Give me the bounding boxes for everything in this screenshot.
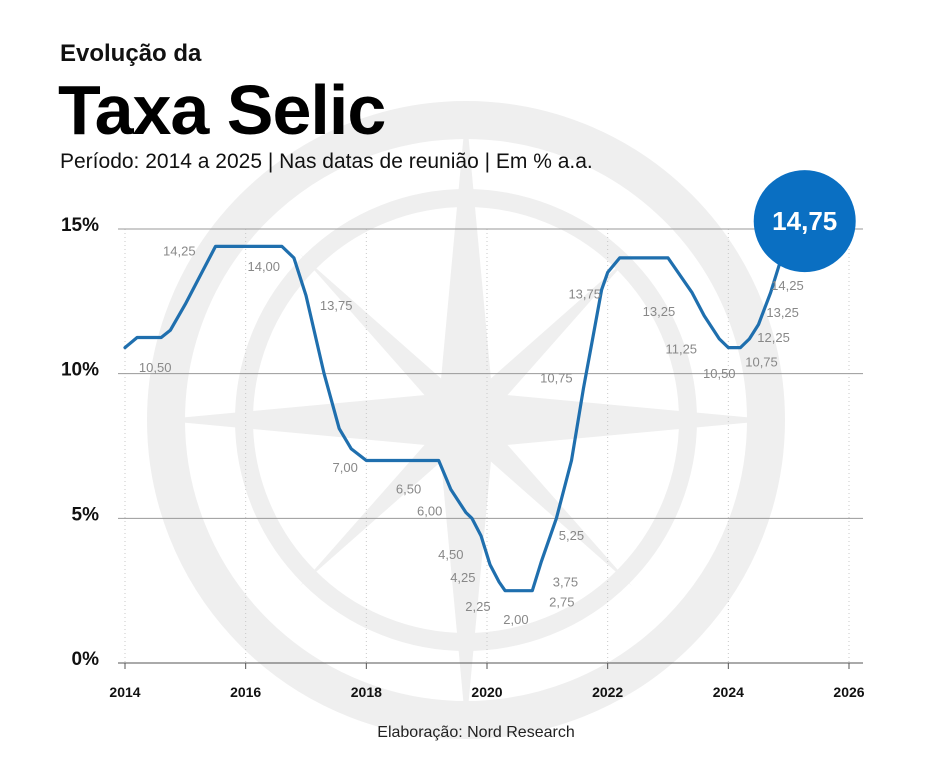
data-label: 14,25	[771, 278, 804, 293]
data-label: 10,75	[540, 370, 573, 385]
y-tick-label: 10%	[61, 360, 99, 381]
data-label: 4,25	[450, 570, 475, 585]
data-label: 2,75	[549, 595, 574, 610]
data-label: 7,00	[333, 460, 358, 475]
data-label: 13,25	[643, 304, 676, 319]
y-tick-label: 15%	[61, 215, 99, 236]
x-tick-label: 2014	[109, 684, 140, 700]
data-label: 5,25	[559, 528, 584, 543]
data-label: 10,75	[745, 354, 778, 369]
data-label: 13,25	[766, 305, 799, 320]
x-tick-label: 2022	[592, 684, 623, 700]
chart-title: Taxa Selic	[58, 71, 386, 149]
chart-kicker: Evolução da	[60, 40, 202, 67]
x-tick-label: 2024	[713, 684, 744, 700]
data-label: 6,00	[417, 503, 442, 518]
data-label: 14,00	[247, 259, 280, 274]
chart-subtitle: Período: 2014 a 2025 | Nas datas de reun…	[60, 150, 593, 173]
data-label: 6,50	[396, 482, 421, 497]
latest-value-bubble	[753, 170, 856, 273]
data-label: 2,25	[465, 599, 490, 614]
x-tick-label: 2016	[230, 684, 261, 700]
data-label: 13,75	[320, 298, 353, 313]
y-tick-label: 5%	[72, 504, 100, 525]
data-label: 14,25	[163, 244, 196, 259]
selic-series-line	[123, 241, 791, 593]
y-tick-label: 0%	[72, 649, 100, 670]
x-tick-label: 2020	[471, 684, 502, 700]
data-label: 3,75	[553, 574, 578, 589]
data-label: 13,75	[568, 286, 601, 301]
source-note: Elaboração: Nord Research	[377, 724, 575, 741]
data-label: 4,50	[438, 547, 463, 562]
data-label: 2,00	[503, 612, 528, 627]
data-label: 10,50	[139, 360, 172, 375]
data-label: 10,50	[703, 366, 736, 381]
latest-value-label: 14,75	[772, 206, 837, 236]
x-tick-label: 2018	[351, 684, 382, 700]
data-label: 12,25	[757, 330, 790, 345]
data-label: 11,25	[665, 341, 697, 356]
x-tick-label: 2026	[833, 684, 864, 700]
